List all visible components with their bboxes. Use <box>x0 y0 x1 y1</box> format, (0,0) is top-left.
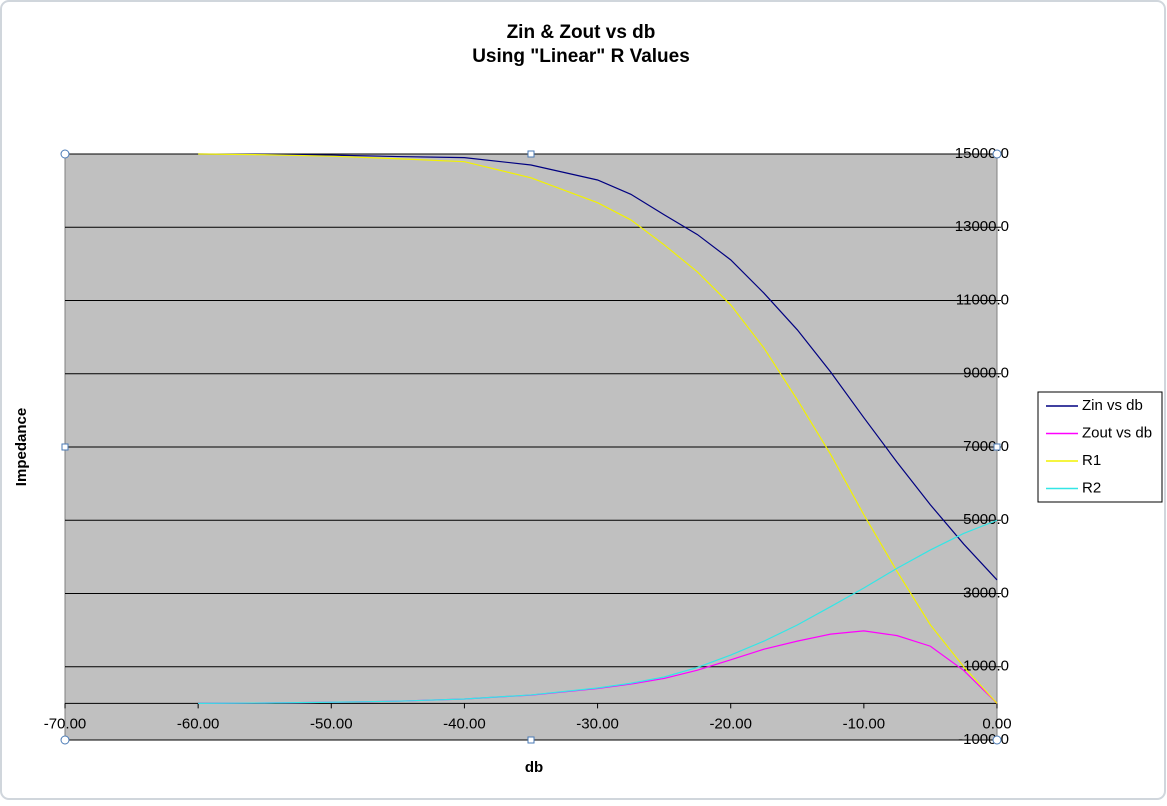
chart-title: Zin & Zout vs db <box>507 22 656 43</box>
x-tick-label: -70.00 <box>44 715 87 732</box>
x-tick-label: -60.00 <box>177 715 220 732</box>
legend-label: Zout vs db <box>1082 424 1152 441</box>
series-line <box>198 519 998 704</box>
y-tick-label: 7000.0 <box>963 438 1009 455</box>
x-tick-label: 0.00 <box>982 715 1011 732</box>
x-tick-label: -30.00 <box>576 715 619 732</box>
legend-label: R1 <box>1082 452 1101 469</box>
x-tick-label: -10.00 <box>843 715 886 732</box>
handle <box>993 443 1001 451</box>
plot-area: -1000.01000.03000.05000.07000.09000.0110… <box>44 145 1012 748</box>
x-axis-label: db <box>525 759 543 776</box>
y-tick-label: 13000.0 <box>955 218 1009 235</box>
handle <box>60 735 70 745</box>
series-line <box>198 153 998 704</box>
y-tick-label: 5000.0 <box>963 511 1009 528</box>
chart-subtitle: Using "Linear" R Values <box>472 46 690 67</box>
x-tick-label: -20.00 <box>709 715 752 732</box>
handle <box>527 150 535 158</box>
handle <box>61 443 69 451</box>
selection-handles <box>60 149 1002 745</box>
handle <box>992 735 1002 745</box>
legend-label: R2 <box>1082 479 1101 496</box>
x-tick-label: -50.00 <box>310 715 353 732</box>
x-tick-label: -40.00 <box>443 715 486 732</box>
y-tick-label: 11000.0 <box>956 291 1009 308</box>
handle <box>60 149 70 159</box>
y-tick-label: 3000.0 <box>963 584 1009 601</box>
legend-box <box>1037 391 1163 503</box>
handle <box>527 736 535 744</box>
series-line <box>198 153 998 581</box>
y-tick-label: 9000.0 <box>963 365 1009 382</box>
y-axis-label: Impedance <box>13 408 30 486</box>
legend-label: Zin vs db <box>1082 397 1143 414</box>
handle <box>992 149 1002 159</box>
legend: Zin vs db Zout vs db R1 R2 <box>1037 391 1163 503</box>
y-tick-label: 1000.0 <box>963 658 1009 675</box>
